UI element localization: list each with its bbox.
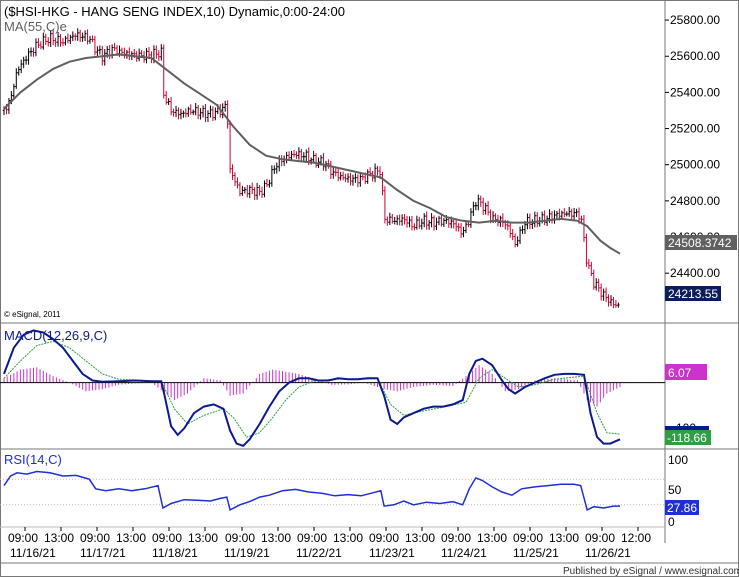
- rsi-value: 27.86: [667, 501, 697, 515]
- price-tick-label: 24800.00: [670, 194, 720, 208]
- time-tick-label: 09:00: [80, 531, 110, 545]
- time-tick-label: 13:00: [116, 531, 146, 545]
- signal-value-box: [665, 430, 711, 445]
- rsi-tick-0: 0: [668, 515, 675, 529]
- last-price: 24213.55: [668, 287, 718, 301]
- rsi-line: [3, 470, 620, 512]
- time-tick-label: 09:00: [369, 531, 399, 545]
- time-tick-label: 09:00: [297, 531, 327, 545]
- date-tick-label: 11/16/21: [10, 546, 56, 560]
- time-tick-label: 13:00: [405, 531, 435, 545]
- time-tick-label: 09:00: [441, 531, 471, 545]
- macd-line-marker: [665, 426, 709, 430]
- time-tick-label: 13:00: [477, 531, 507, 545]
- time-tick-label: 09:00: [8, 531, 38, 545]
- date-tick-label: 11/22/21: [296, 546, 342, 560]
- time-tick-label: 09:00: [152, 531, 182, 545]
- date-tick-label: 11/26/21: [585, 546, 631, 560]
- time-axis: 09:00 13:00 09:00 13:00 09:00 13:00 09:00 13:00…: [8, 527, 651, 560]
- macd-series: [0, 329, 665, 447]
- chart-title: ($HSI-HKG - HANG SENG INDEX,10) Dynamic,…: [4, 4, 345, 19]
- macd-line: [3, 329, 621, 447]
- ma-value: 24508.3742: [668, 236, 732, 250]
- rsi-series: [0, 470, 665, 512]
- price-tick-label: 25400.00: [670, 85, 720, 99]
- price-tick-label: 25600.00: [670, 49, 720, 63]
- rsi-tick-50: 50: [668, 483, 682, 497]
- date-tick-label: 11/24/21: [441, 546, 487, 560]
- macd-hist-box: [665, 364, 707, 380]
- time-tick-label: 09:00: [513, 531, 543, 545]
- price-tick-label: 25800.00: [670, 13, 720, 27]
- copyright: © eSignal, 2011: [4, 310, 61, 319]
- price-axis-ticks: 25800.00 25600.00 25400.00 25200.00 25000.00…: [665, 13, 720, 280]
- time-tick-label: 13:00: [44, 531, 74, 545]
- date-tick-label: 11/19/21: [224, 546, 270, 560]
- signal-value: -118.66: [667, 431, 707, 445]
- rsi-label: RSI(14,C): [4, 452, 62, 467]
- publisher-footer: Published by eSignal / www.esignal.com: [563, 566, 739, 577]
- time-tick-label: 13:00: [333, 531, 363, 545]
- time-tick-label: 12:00: [621, 531, 651, 545]
- ma-legend: MA(55,C)e: [4, 19, 67, 34]
- price-tick-label: 25000.00: [670, 158, 720, 172]
- price-tick-label: 25200.00: [670, 122, 720, 136]
- rsi-tick-100: 100: [668, 453, 688, 467]
- time-tick-label: 13:00: [549, 531, 579, 545]
- date-tick-label: 11/25/21: [513, 546, 559, 560]
- macd-value: 6.07: [668, 366, 692, 380]
- rsi-value-box: [665, 500, 699, 515]
- date-tick-label: 11/23/21: [369, 546, 415, 560]
- price-tick-label: 24400.00: [670, 266, 720, 280]
- time-tick-label: 09:00: [585, 531, 615, 545]
- ma55-line: [3, 53, 621, 255]
- ma-value-box: [665, 235, 737, 250]
- time-tick-label: 09:00: [225, 531, 255, 545]
- last-price-box: [665, 286, 721, 301]
- price-series: [2, 28, 621, 309]
- time-tick-label: 13:00: [188, 531, 218, 545]
- time-tick-label: 13:00: [261, 531, 291, 545]
- date-tick-label: 11/18/21: [152, 546, 198, 560]
- macd-label: MACD(12,26,9,C): [4, 328, 107, 343]
- date-tick-label: 11/17/21: [80, 546, 126, 560]
